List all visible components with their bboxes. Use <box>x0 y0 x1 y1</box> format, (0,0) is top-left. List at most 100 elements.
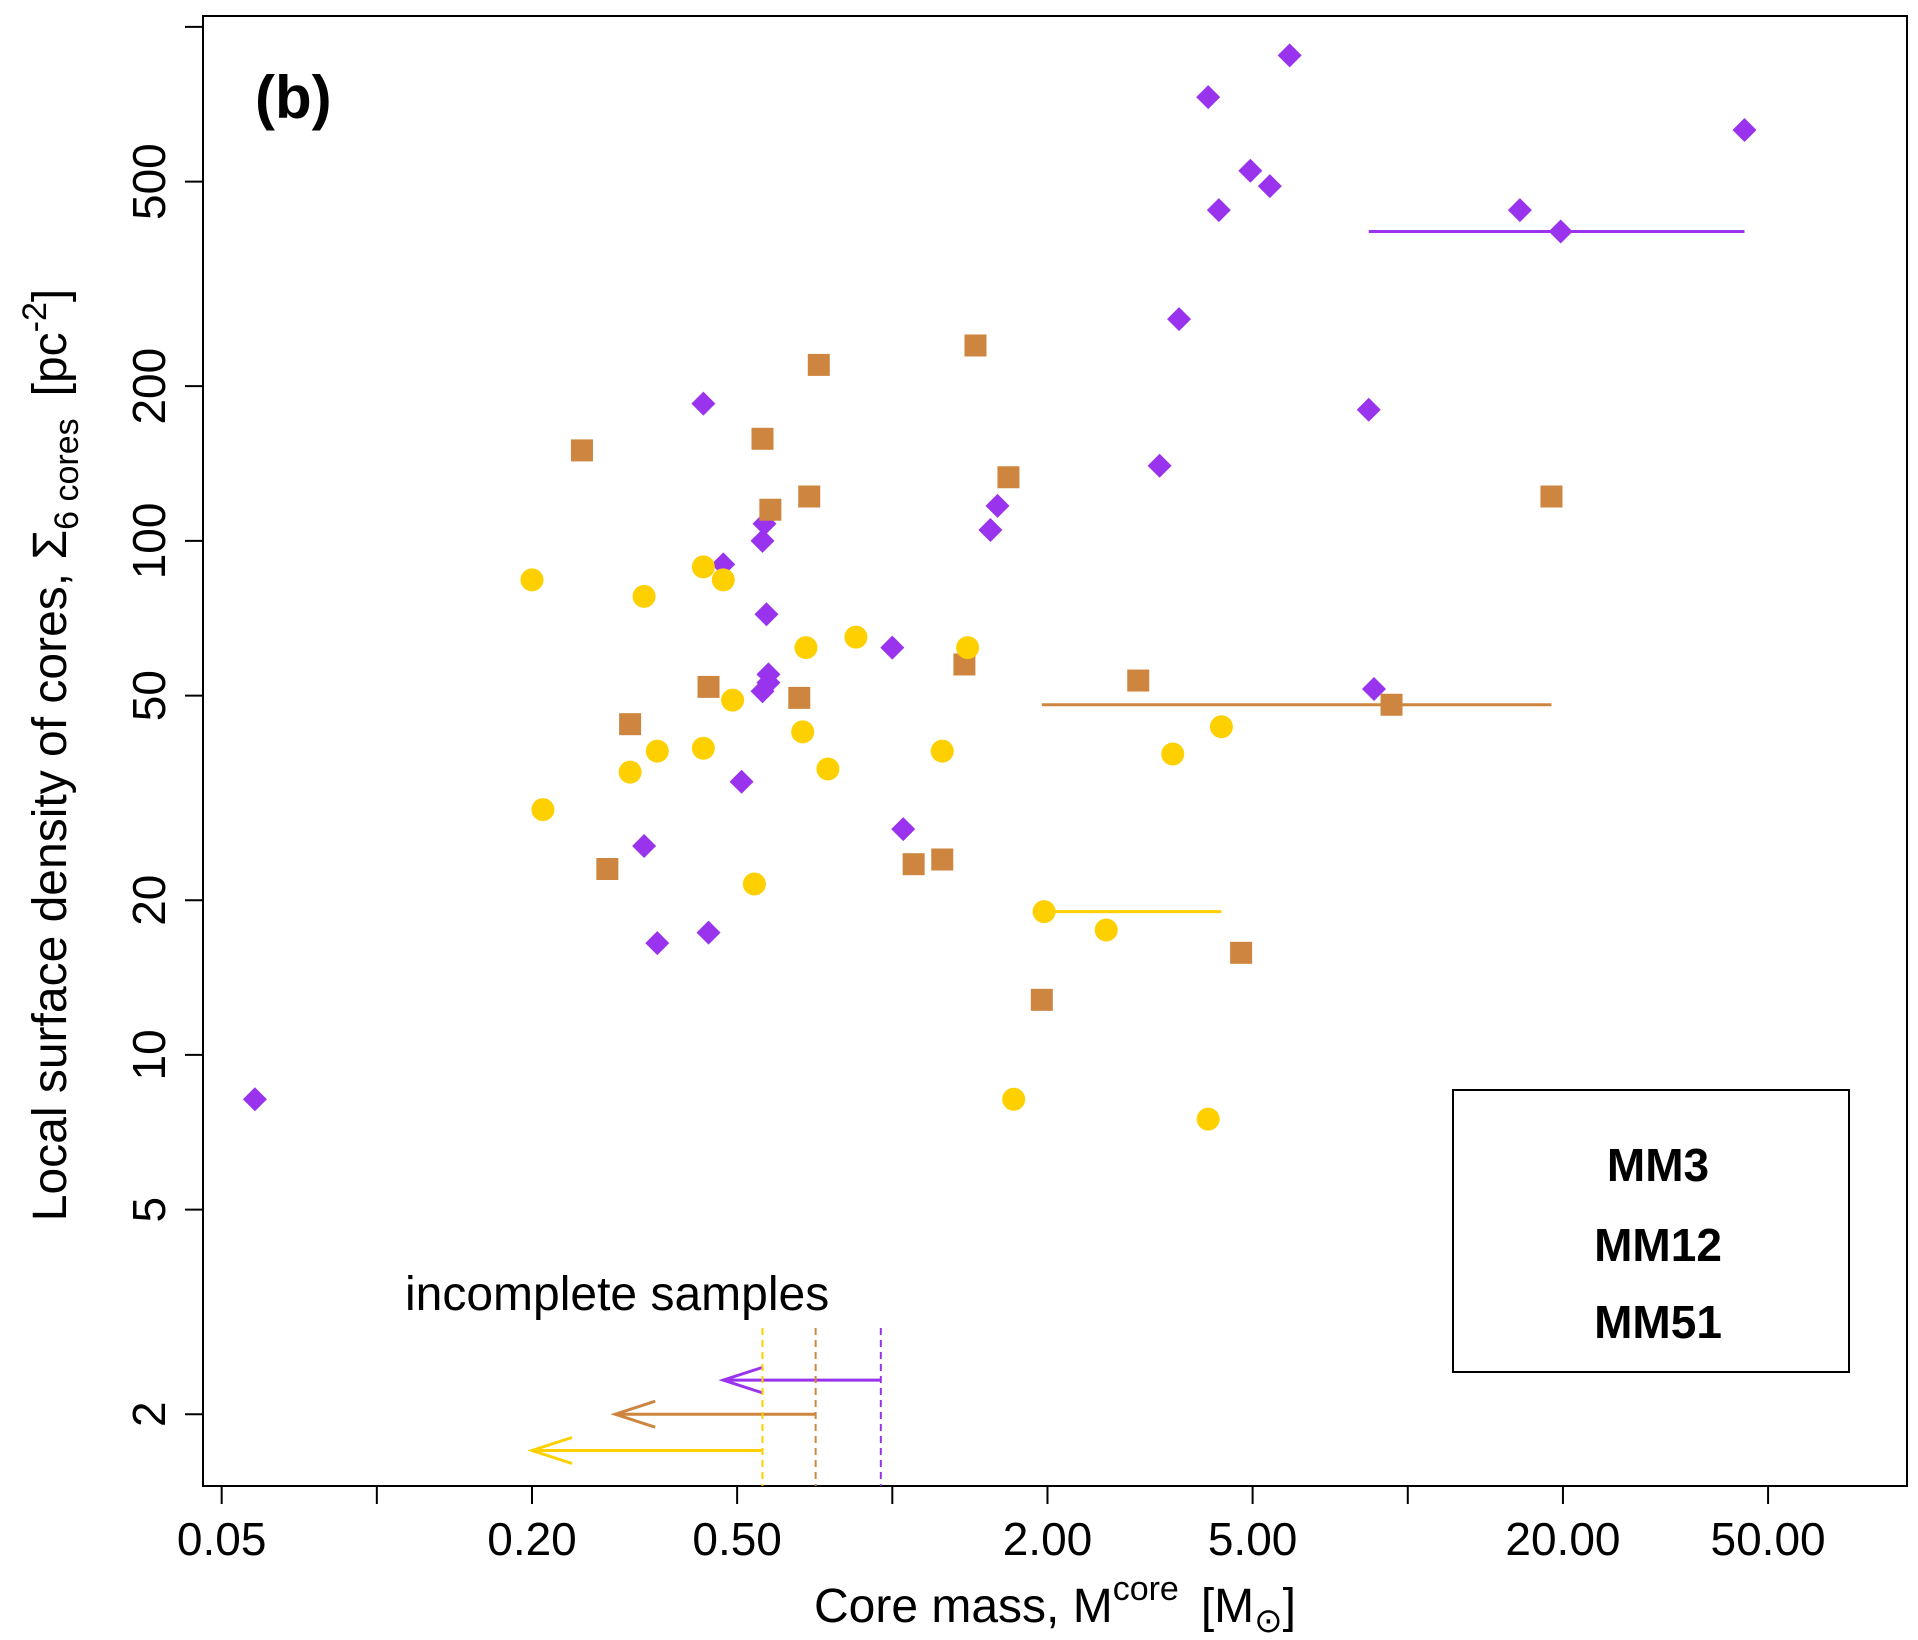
x-tick-label: 2.00 <box>1003 1513 1093 1565</box>
point-mm3 <box>891 817 916 842</box>
series-mm3 <box>242 43 1757 1112</box>
point-mm12 <box>1127 669 1150 692</box>
point-mm51 <box>1094 918 1118 942</box>
point-mm3 <box>1277 43 1302 68</box>
x-tick-label: 0.05 <box>177 1513 267 1565</box>
series-points <box>242 43 1757 1131</box>
point-mm3 <box>985 493 1010 518</box>
series-mm12 <box>570 334 1563 1011</box>
point-mm12 <box>964 334 987 357</box>
legend-label-mm3: MM3 <box>1607 1139 1709 1191</box>
point-mm3 <box>1362 677 1387 702</box>
point-mm51 <box>520 568 544 592</box>
x-axis: 0.05 0.20 0.50 2.00 5.00 20.00 50.00 <box>177 1486 1826 1565</box>
limit-mm12 <box>610 1328 817 1486</box>
point-mm12 <box>953 653 976 676</box>
legend-box <box>1452 1089 1850 1373</box>
point-mm3 <box>1167 307 1192 332</box>
point-mm3 <box>729 769 754 794</box>
point-mm51 <box>645 739 669 763</box>
point-mm12 <box>931 848 954 871</box>
y-tick-label: 500 <box>123 143 175 220</box>
point-mm12 <box>1230 941 1253 964</box>
point-mm12 <box>997 466 1020 489</box>
x-axis-label: Core mass, Mcore [M⊙] <box>814 1570 1296 1640</box>
point-mm12 <box>596 857 619 880</box>
point-mm51 <box>956 636 980 660</box>
legend-label-mm12: MM12 <box>1594 1219 1722 1271</box>
point-mm51 <box>794 636 818 660</box>
y-tick-label: 100 <box>123 503 175 580</box>
point-mm3 <box>1257 174 1282 199</box>
x-tick-label: 0.20 <box>487 1513 577 1565</box>
point-mm12 <box>751 427 774 450</box>
point-mm51 <box>791 720 815 744</box>
y-tick-label: 200 <box>123 348 175 425</box>
point-mm3 <box>1196 85 1221 110</box>
point-mm3 <box>880 635 905 660</box>
point-mm12 <box>1030 988 1053 1011</box>
error-bars <box>1041 229 1745 914</box>
x-tick-label: 0.50 <box>692 1513 782 1565</box>
point-mm3 <box>645 931 670 956</box>
point-mm3 <box>242 1087 267 1112</box>
point-mm12 <box>759 498 782 521</box>
point-mm3 <box>1507 198 1532 223</box>
point-mm3 <box>750 528 775 553</box>
legend: MM3 MM12 MM51 <box>1452 1089 1850 1373</box>
limit-arrow-head <box>610 1399 656 1429</box>
incomplete-sample-limits <box>527 1328 882 1486</box>
point-mm3 <box>632 833 657 858</box>
point-mm51 <box>816 757 840 781</box>
point-mm51 <box>531 798 555 822</box>
point-mm51 <box>691 736 715 760</box>
point-mm12 <box>798 485 821 508</box>
point-mm51 <box>930 739 954 763</box>
limit-arrow-head <box>527 1436 573 1465</box>
point-mm12 <box>1540 485 1563 508</box>
point-mm12 <box>570 439 593 462</box>
x-tick-label: 5.00 <box>1208 1513 1298 1565</box>
point-mm12 <box>697 675 720 698</box>
limit-arrow-head <box>718 1365 764 1395</box>
point-mm3 <box>1732 118 1757 143</box>
point-mm3 <box>691 391 716 416</box>
point-mm12 <box>619 713 642 736</box>
point-mm3 <box>1147 453 1172 478</box>
annotation-text: incomplete samples <box>405 1268 829 1321</box>
y-tick-label: 50 <box>123 670 175 721</box>
point-mm3 <box>696 920 721 945</box>
point-mm51 <box>1161 742 1185 766</box>
y-tick-label: 10 <box>123 1029 175 1080</box>
plot-frame <box>202 15 1908 1487</box>
y-tick-label: 20 <box>123 875 175 926</box>
point-mm12 <box>807 353 830 376</box>
point-mm3 <box>1238 158 1263 183</box>
point-mm51 <box>721 688 745 712</box>
point-mm3 <box>1356 397 1381 422</box>
limit-mm51 <box>527 1328 764 1486</box>
x-tick-label: 50.00 <box>1711 1513 1826 1565</box>
point-mm51 <box>618 760 642 784</box>
y-axis: 2 5 10 20 50 100 200 500 <box>123 25 203 1427</box>
point-mm12 <box>1380 693 1403 716</box>
point-mm12 <box>902 853 925 876</box>
point-mm3 <box>1206 198 1231 223</box>
legend-label-mm51: MM51 <box>1594 1296 1722 1348</box>
point-mm3 <box>752 511 777 536</box>
point-mm51 <box>844 625 868 649</box>
point-mm51 <box>1002 1087 1026 1111</box>
point-mm51 <box>1196 1107 1220 1131</box>
series-mm51 <box>520 555 1233 1131</box>
point-mm3 <box>756 670 781 695</box>
y-tick-label: 2 <box>123 1401 175 1427</box>
point-mm51 <box>1032 900 1056 924</box>
point-mm3 <box>1548 219 1573 244</box>
y-axis-label: Local surface density of cores, Σ6 cores… <box>16 289 86 1221</box>
panel-label: (b) <box>255 64 332 131</box>
y-tick-label: 5 <box>123 1197 175 1223</box>
limit-mm3 <box>718 1328 882 1486</box>
point-mm51 <box>691 555 715 579</box>
point-mm3 <box>978 518 1003 543</box>
point-mm51 <box>711 568 735 592</box>
